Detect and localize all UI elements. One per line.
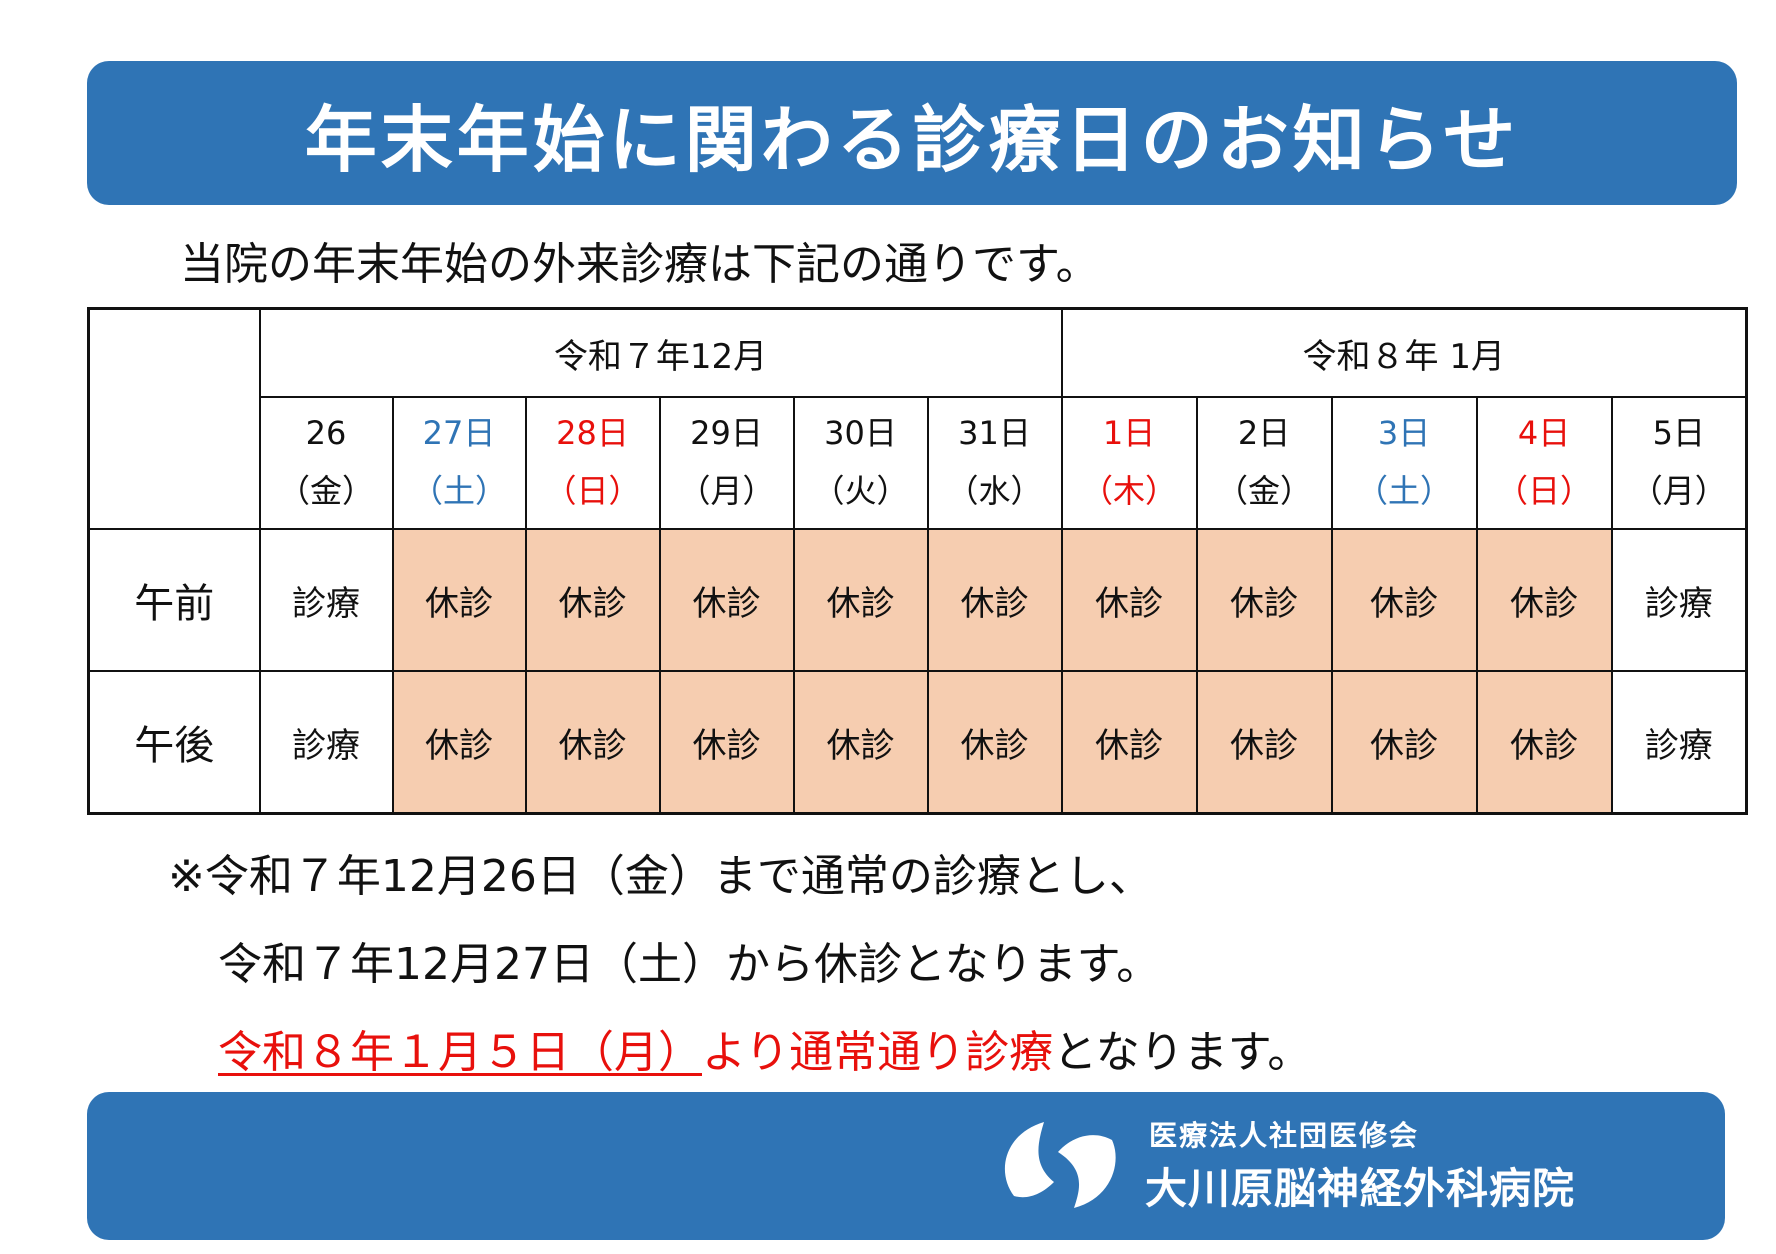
day-header-row: 26 （金） 27日 （土） 28日 （日） 29日 （月） 30日 （火） 31日 （水） 1日 （木）… (89, 396, 1748, 530)
schedule-table: 令和７年12月 令和８年 1月 26 （金） 27日 （土） 28日 （日） 29日 （月） 3… (87, 307, 1749, 815)
day-header-cell: 3日 （土） (1330, 396, 1478, 530)
day-header-cell: 4日 （日） (1475, 396, 1613, 530)
closed-slot: 休診 (1475, 528, 1613, 672)
resume-text-highlight: より通常通り診療 (702, 1027, 1054, 1078)
closed-slot: 休診 (658, 670, 795, 815)
closed-slot: 休診 (792, 528, 929, 672)
day-header-cell: 30日 （火） (792, 396, 929, 530)
day-date: 29日 (690, 414, 763, 453)
closed-slot: 休診 (1195, 528, 1333, 672)
closed-slot: 休診 (1195, 670, 1333, 815)
day-date: 3日 (1377, 414, 1431, 453)
open-slot: 診療 (1610, 670, 1748, 815)
period-label-morning: 午前 (87, 528, 261, 672)
day-weekday: （金） (277, 472, 374, 510)
day-weekday: （土） (410, 472, 507, 510)
day-header-cell: 26 （金） (258, 396, 394, 530)
note-line-3: 令和８年１月５日（月）より通常通り診療となります。 (218, 1016, 1311, 1080)
open-slot: 診療 (258, 670, 394, 815)
closed-slot: 休診 (792, 670, 929, 815)
day-weekday: （月） (678, 472, 775, 510)
corner-cell (87, 307, 261, 530)
closed-slot: 休診 (1475, 670, 1613, 815)
resume-date-highlight: 令和８年１月５日（月） (218, 1027, 702, 1078)
day-header-cell: 28日 （日） (524, 396, 661, 530)
closed-slot: 休診 (391, 528, 527, 672)
day-header-cell: 31日 （水） (926, 396, 1063, 530)
open-slot: 診療 (1610, 528, 1748, 672)
hospital-logo-icon (1004, 1122, 1116, 1208)
day-date: 28日 (556, 414, 629, 453)
footer-banner: 医療法人社団医修会 大川原脳神経外科病院 (87, 1092, 1725, 1240)
day-weekday: （日） (1496, 472, 1593, 510)
day-date: 5日 (1652, 414, 1705, 453)
note-line-1: ※令和７年12月26日（金）まで通常の診療とし、 (168, 851, 1153, 902)
schedule-row-morning: 午前 診療 休診 休診 休診 休診 休診 休診 休診 休診 休診 診療 (87, 528, 1748, 672)
closed-slot: 休診 (1060, 670, 1198, 815)
day-header-cell: 1日 （木） (1060, 396, 1198, 530)
closed-slot: 休診 (926, 670, 1063, 815)
day-weekday: （火） (812, 472, 909, 510)
month-header-january: 令和８年 1月 (1060, 307, 1748, 398)
closed-slot: 休診 (926, 528, 1063, 672)
page-title: 年末年始に関わる診療日のお知らせ (304, 97, 1520, 182)
open-slot: 診療 (258, 528, 394, 672)
day-weekday: （木） (1081, 472, 1178, 510)
closed-slot: 休診 (524, 670, 661, 815)
resume-text-rest: となります。 (1053, 1027, 1312, 1078)
closed-slot: 休診 (391, 670, 527, 815)
day-date: 2日 (1237, 414, 1291, 453)
closed-slot: 休診 (1330, 670, 1478, 815)
organization-name: 大川原脳神経外科病院 (1145, 1164, 1576, 1213)
organization-subtitle: 医療法人社団医修会 (1149, 1119, 1420, 1152)
day-header-cell: 27日 （土） (391, 396, 527, 530)
closed-slot: 休診 (1330, 528, 1478, 672)
note-line-2: 令和７年12月27日（土）から休診となります。 (218, 939, 1161, 990)
closed-slot: 休診 (1060, 528, 1198, 672)
month-header-december: 令和７年12月 (258, 307, 1063, 398)
day-date: 31日 (958, 414, 1031, 453)
closed-slot: 休診 (524, 528, 661, 672)
day-date: 1日 (1102, 414, 1156, 453)
schedule-row-afternoon: 午後 診療 休診 休診 休診 休診 休診 休診 休診 休診 休診 診療 (87, 670, 1748, 815)
day-date: 26 (305, 414, 347, 453)
day-date: 4日 (1517, 414, 1571, 453)
day-date: 27日 (422, 414, 496, 453)
closed-slot: 休診 (658, 528, 795, 672)
day-weekday: （月） (1630, 472, 1727, 510)
day-weekday: （金） (1216, 472, 1313, 510)
period-label-afternoon: 午後 (87, 670, 261, 815)
month-header-row: 令和７年12月 令和８年 1月 (87, 307, 1748, 530)
day-weekday: （日） (544, 472, 641, 510)
day-date: 30日 (824, 414, 897, 453)
day-header-cell: 5日 （月） (1610, 396, 1748, 530)
title-banner: 年末年始に関わる診療日のお知らせ (87, 61, 1737, 205)
intro-text: 当院の年末年始の外来診療は下記の通りです。 (180, 239, 1100, 290)
day-header-cell: 29日 （月） (658, 396, 795, 530)
day-weekday: （土） (1356, 472, 1453, 510)
day-header-cell: 2日 （金） (1195, 396, 1333, 530)
day-weekday: （水） (946, 472, 1043, 510)
